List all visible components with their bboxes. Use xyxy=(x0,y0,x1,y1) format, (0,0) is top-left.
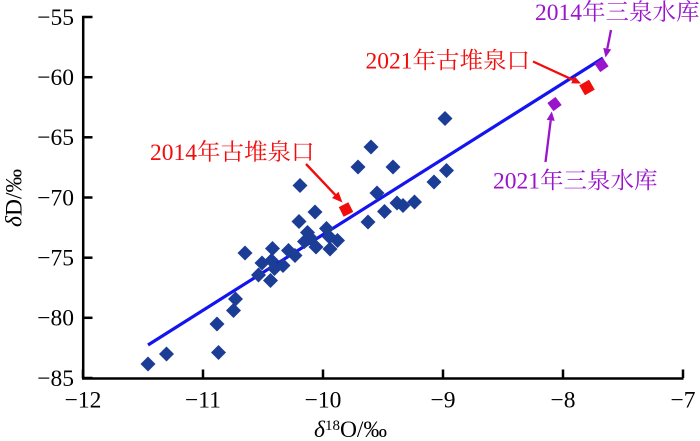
svg-text:−65: −65 xyxy=(37,125,74,151)
svg-text:−55: −55 xyxy=(37,5,74,31)
svg-text:δ18O/‰: δ18O/‰ xyxy=(314,417,387,441)
svg-text:−85: −85 xyxy=(37,366,74,392)
svg-text:2021: 2021 xyxy=(493,169,540,195)
svg-text:2014: 2014 xyxy=(535,0,582,26)
svg-text:−11: −11 xyxy=(185,388,221,414)
svg-text:−80: −80 xyxy=(37,306,74,332)
svg-text:−7: −7 xyxy=(670,388,695,414)
svg-text:2021: 2021 xyxy=(366,49,413,75)
svg-text:2014: 2014 xyxy=(150,140,197,166)
svg-text:−10: −10 xyxy=(305,388,342,414)
svg-text:−70: −70 xyxy=(37,185,74,211)
svg-text:δD/‰: δD/‰ xyxy=(2,169,28,227)
svg-text:−60: −60 xyxy=(37,65,74,91)
svg-text:−75: −75 xyxy=(37,246,74,272)
svg-text:−8: −8 xyxy=(550,388,575,414)
svg-text:−9: −9 xyxy=(430,388,455,414)
svg-text:−12: −12 xyxy=(65,388,102,414)
